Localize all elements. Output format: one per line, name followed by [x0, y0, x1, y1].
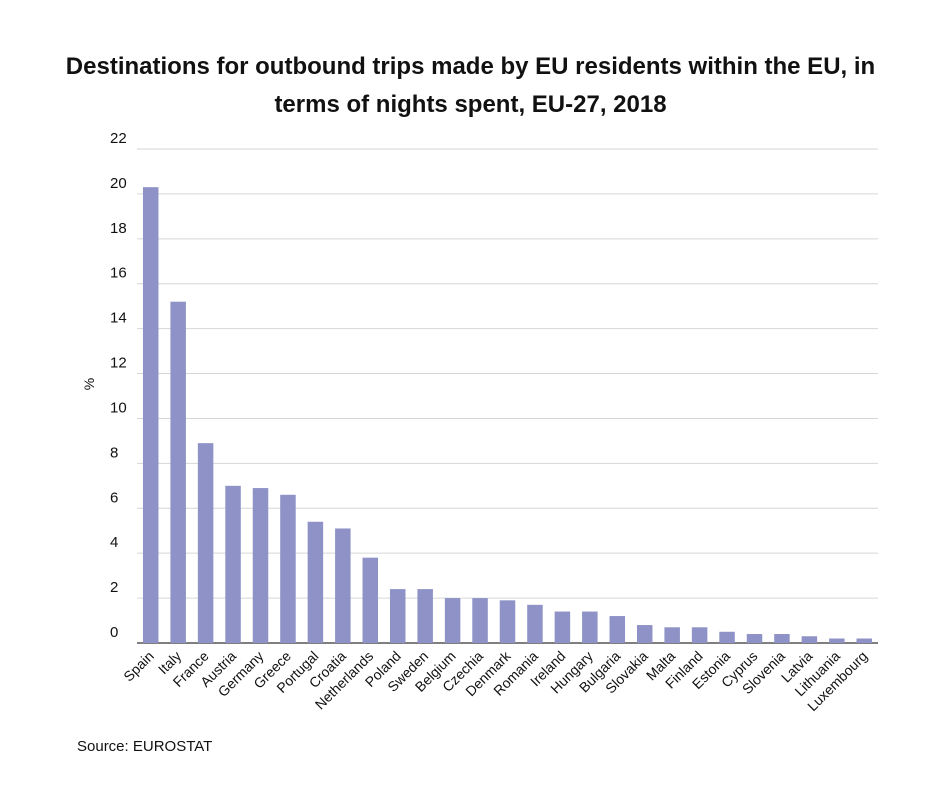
- bar-finland: [691, 627, 708, 643]
- bar-latvia: [801, 636, 818, 643]
- y-tick-label: 16: [110, 265, 127, 282]
- bar-bulgaria: [609, 616, 626, 643]
- y-tick-label: 20: [110, 175, 127, 192]
- bar-slovenia: [774, 634, 790, 643]
- bar-italy: [170, 301, 186, 643]
- y-tick-label: 22: [110, 130, 127, 147]
- bar-cyprus: [746, 634, 763, 643]
- bar-portugal: [307, 521, 324, 643]
- bar-greece: [280, 494, 296, 643]
- chart-title: Destinations for outbound trips made by …: [65, 53, 876, 118]
- bar-ireland: [554, 611, 571, 643]
- y-tick-label: 8: [110, 444, 118, 461]
- bar-czechia: [472, 598, 488, 643]
- bar-slovakia: [636, 625, 653, 643]
- y-axis-ticks: 0 2 4 6 8 10 12 14 16 18 20 22: [110, 130, 127, 641]
- y-tick-label: 4: [110, 534, 118, 551]
- bar-lithuania: [829, 638, 845, 643]
- bar-denmark: [499, 600, 516, 643]
- bar-france: [197, 443, 214, 643]
- y-tick-label: 18: [110, 220, 127, 237]
- bar-luxembourg: [856, 638, 873, 643]
- bar-estonia: [719, 631, 735, 643]
- bars: [142, 187, 873, 643]
- bar-romania: [527, 604, 543, 643]
- y-axis-label: %: [81, 378, 97, 390]
- bar-hungary: [582, 611, 598, 643]
- bar-germany: [252, 488, 269, 643]
- y-tick-label: 6: [110, 489, 118, 506]
- y-tick-label: 12: [110, 355, 127, 372]
- x-tick-label: Spain: [120, 648, 157, 685]
- bar-poland: [389, 589, 406, 643]
- bar-netherlands: [362, 557, 379, 643]
- y-tick-label: 2: [110, 579, 118, 596]
- y-tick-label: 0: [110, 624, 118, 641]
- bar-austria: [225, 485, 241, 643]
- bar-spain: [142, 187, 159, 643]
- y-tick-label: 10: [110, 399, 127, 416]
- gridlines: [137, 148, 878, 644]
- source-note: Source: EUROSTAT: [77, 738, 213, 755]
- bar-belgium: [444, 598, 461, 643]
- x-axis-labels: SpainItalyFranceAustriaGermanyGreecePort…: [120, 647, 870, 714]
- bar-sweden: [417, 589, 433, 643]
- y-tick-label: 14: [110, 310, 127, 327]
- bar-croatia: [335, 528, 351, 643]
- bar-malta: [664, 627, 680, 643]
